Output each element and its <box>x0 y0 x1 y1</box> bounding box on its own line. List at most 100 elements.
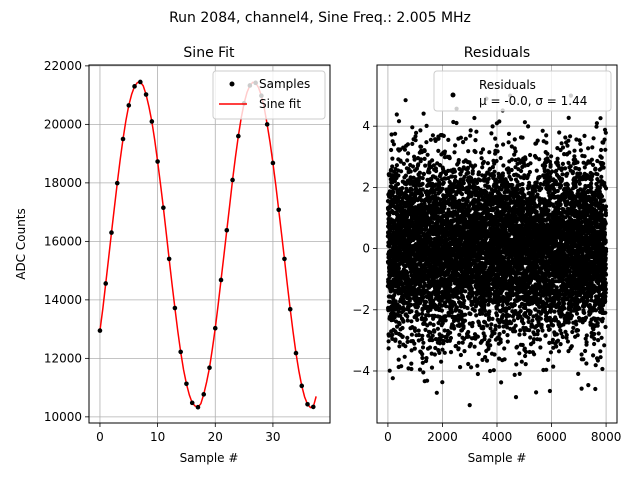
residual-point <box>428 330 433 335</box>
sample-point <box>143 92 149 97</box>
residual-point <box>404 182 409 187</box>
residual-point <box>501 163 506 168</box>
residual-point <box>447 313 452 318</box>
residual-point <box>405 158 410 163</box>
residual-point <box>416 332 422 338</box>
residual-point <box>462 174 467 179</box>
sine-fit-frame <box>88 64 331 424</box>
residual-point <box>475 334 480 339</box>
residual-point <box>436 136 441 141</box>
residual-point <box>492 169 497 174</box>
sample-point <box>212 325 218 331</box>
sample-point <box>201 392 207 397</box>
residual-point <box>486 184 492 189</box>
residual-point <box>448 335 453 341</box>
sine-fit-ytick-label: 16000 <box>44 234 82 248</box>
residual-point <box>497 324 502 329</box>
residual-point <box>519 168 524 174</box>
residual-point <box>453 174 458 179</box>
residual-point <box>470 320 475 326</box>
residual-point <box>493 136 498 141</box>
residual-point <box>499 380 504 385</box>
residual-point <box>440 321 445 326</box>
residual-point <box>419 315 424 321</box>
residual-point <box>417 170 422 175</box>
sample-point <box>97 328 103 333</box>
residual-point <box>502 357 507 362</box>
residual-point <box>509 157 515 162</box>
residual-point <box>483 298 488 303</box>
residual-point <box>423 163 428 168</box>
residual-point <box>420 355 425 361</box>
residual-point <box>390 164 395 169</box>
residual-point <box>484 358 490 363</box>
residual-point <box>409 302 414 307</box>
residual-point <box>402 147 407 152</box>
residual-point <box>473 149 478 155</box>
residual-point <box>463 213 468 218</box>
residual-point <box>479 150 484 155</box>
residual-point <box>403 344 408 349</box>
residual-point <box>413 134 418 139</box>
residual-point <box>430 338 435 343</box>
residual-point <box>400 325 405 331</box>
residual-point <box>515 344 520 349</box>
residual-point <box>405 314 410 319</box>
residual-point <box>463 312 468 317</box>
residual-point <box>399 169 404 174</box>
residual-point <box>421 340 426 345</box>
residual-point <box>397 322 402 327</box>
residual-point <box>390 332 395 337</box>
residual-point <box>420 360 425 365</box>
legend-sine-fit-label: Sine fit <box>259 97 301 111</box>
sample-point <box>109 230 114 235</box>
residual-point <box>510 183 515 188</box>
sine-fit-axes: Sine Fit 0 10 20 30100001200014000160001800… <box>14 45 331 465</box>
residual-point <box>417 367 423 372</box>
residual-point <box>465 305 470 311</box>
residual-point <box>482 334 487 339</box>
legend-samples-label: Samples <box>259 77 310 91</box>
residual-point <box>456 340 461 345</box>
residual-point <box>483 355 488 360</box>
residual-point <box>394 163 399 168</box>
residual-point <box>408 169 413 174</box>
residual-point <box>396 119 402 124</box>
residual-point <box>453 143 458 148</box>
residual-point <box>413 138 418 143</box>
residual-point <box>422 156 427 161</box>
residual-point <box>389 132 394 137</box>
residual-point <box>485 180 490 185</box>
residual-point <box>452 326 457 331</box>
residual-point <box>406 151 411 156</box>
residual-point <box>468 133 473 138</box>
residual-point <box>405 270 410 275</box>
residual-point <box>436 290 441 295</box>
residual-point <box>442 328 447 333</box>
residual-point <box>409 348 414 353</box>
residual-point <box>466 170 471 175</box>
residual-point <box>481 159 486 164</box>
residual-point <box>425 152 430 157</box>
residual-point <box>423 327 428 332</box>
residual-point <box>458 304 464 309</box>
residual-point <box>469 193 474 198</box>
legend-samples-marker <box>229 81 235 87</box>
residual-point <box>428 236 434 242</box>
residual-point <box>440 380 445 385</box>
residual-point <box>415 304 420 309</box>
residual-point <box>477 198 482 203</box>
residual-point <box>426 313 431 318</box>
residual-point <box>450 174 455 179</box>
sine-fit-ytick-label: 20000 <box>44 117 82 131</box>
residual-point <box>474 129 479 134</box>
residual-point <box>513 329 518 334</box>
residual-point <box>517 371 522 376</box>
residual-point <box>452 150 457 155</box>
figure-suptitle: Run 2084, channel4, Sine Freq.: 2.005 MH… <box>169 10 471 26</box>
residual-point <box>489 322 494 327</box>
residual-point <box>468 311 473 317</box>
residual-point <box>461 181 466 186</box>
residual-point <box>412 346 417 351</box>
residual-point <box>493 323 498 328</box>
